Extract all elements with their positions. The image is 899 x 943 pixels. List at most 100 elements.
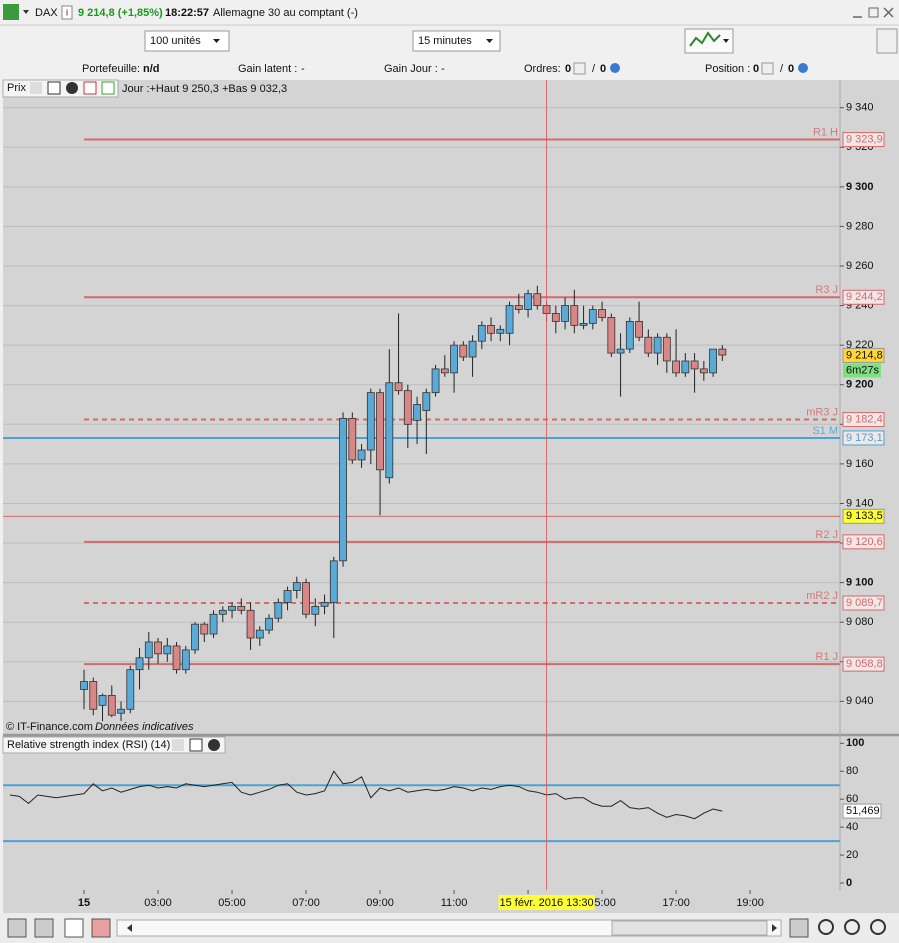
candle-body	[144, 641, 153, 659]
interval-select[interactable]	[412, 30, 501, 52]
x-tick-label: 15	[78, 897, 90, 909]
latent-value: -	[301, 63, 305, 75]
level-value: 9 173,1	[846, 432, 883, 444]
level-name: mR2 J	[806, 590, 838, 602]
zoom-fit[interactable]	[818, 919, 834, 935]
x-tick-label: 19:00	[736, 897, 764, 909]
window-icon[interactable]	[189, 738, 203, 752]
close[interactable]	[883, 7, 894, 18]
level-value: 9 244,2	[846, 291, 883, 303]
scroll-thumb[interactable]	[611, 920, 768, 936]
level-name: R1 J	[815, 651, 838, 663]
orders-sep: /	[592, 63, 596, 75]
candle-body	[561, 305, 569, 322]
position-gear-icon[interactable]	[798, 63, 808, 73]
tool-icon[interactable]	[789, 918, 809, 938]
level-name: mR3 J	[806, 406, 838, 418]
maximize[interactable]	[868, 7, 879, 18]
quantity: 100 unités	[150, 35, 201, 47]
level-box	[842, 534, 885, 550]
zoom-out[interactable]	[844, 919, 860, 935]
candle-body	[154, 641, 162, 655]
dropdown-arrow	[723, 39, 729, 43]
countdown: 6m27s	[846, 364, 880, 376]
up-icon[interactable]	[101, 81, 115, 95]
orders-cancel-icon[interactable]	[573, 62, 586, 75]
candle-body	[625, 321, 634, 350]
level-value: 9 323,9	[846, 133, 883, 145]
close-icon[interactable]	[66, 82, 78, 94]
down-icon[interactable]	[83, 81, 97, 95]
orders-active: 0	[600, 63, 606, 75]
zoom-in[interactable]	[870, 919, 886, 935]
candle-body	[163, 645, 172, 655]
settings-icon[interactable]	[30, 82, 42, 94]
quantity-select[interactable]	[144, 30, 230, 52]
interval: 15 minutes	[418, 35, 472, 47]
cursor-label: 15 févr. 2016 13:30	[499, 897, 593, 909]
candle-body	[505, 305, 514, 334]
candle-body	[80, 681, 88, 690]
panel-label: Prix	[7, 82, 26, 94]
candle-body	[98, 695, 107, 706]
position-short: 0	[788, 63, 794, 75]
y-tick-label: 40	[846, 821, 858, 833]
orders-gear-icon[interactable]	[610, 63, 620, 73]
candle-body	[440, 368, 449, 374]
level-name: R1 H	[813, 126, 838, 138]
level-box	[842, 508, 885, 524]
day-gain-value: -	[441, 63, 445, 75]
y-tick-label: 9 080	[846, 616, 874, 628]
rsi-plot	[3, 737, 840, 890]
scroll-left[interactable]	[127, 924, 132, 932]
candle-body	[89, 681, 98, 710]
window-icon[interactable]	[47, 81, 61, 95]
cursor-box	[498, 895, 595, 910]
candle-body	[357, 449, 366, 461]
candle-body	[265, 617, 273, 631]
orders-label: Ordres:	[524, 63, 561, 75]
candle-body	[524, 293, 532, 310]
close-icon[interactable]	[208, 739, 220, 751]
candle-body	[422, 392, 431, 411]
description: Allemagne 30 au comptant (-)	[213, 7, 358, 19]
candle-body	[607, 317, 616, 354]
tool-icon[interactable]	[7, 918, 27, 938]
candle-body	[302, 582, 310, 615]
candle-body	[635, 321, 643, 338]
dropdown-arrow	[213, 39, 220, 43]
side-button[interactable]	[876, 28, 898, 54]
label-layer: R1 H 9 323,9 R3 J 9 244,2 mR3 J 9 182,4 S1 M 9 …	[498, 126, 885, 910]
disclaimer: Données indicatives	[95, 721, 194, 733]
candle-body	[320, 602, 329, 607]
candle-body	[588, 309, 597, 324]
y-tick-label: 20	[846, 849, 858, 861]
candle-body	[126, 669, 135, 710]
candle-body	[311, 605, 320, 615]
tool-icon[interactable]	[64, 918, 84, 938]
position-cancel-icon[interactable]	[761, 62, 774, 75]
candle-body	[477, 324, 486, 342]
position-label: Position :	[705, 63, 750, 75]
rsi-last-label: 51,469	[846, 805, 880, 817]
tool-icon[interactable]	[91, 918, 111, 938]
candle-body	[172, 645, 181, 671]
settings-icon[interactable]	[172, 739, 184, 751]
level-name: R2 J	[815, 529, 838, 541]
candle-body	[616, 348, 625, 354]
info-button[interactable]	[61, 5, 73, 20]
last-price: 9 214,8	[846, 349, 883, 361]
app-icon[interactable]	[3, 4, 19, 20]
menu-arrow[interactable]	[23, 10, 29, 14]
tool-icon[interactable]	[34, 918, 54, 938]
x-tick-label: 09:00	[366, 897, 394, 909]
level-box	[842, 132, 885, 148]
rsi-last-box	[842, 803, 882, 819]
candle-body	[672, 360, 680, 374]
y-tick-label: 60	[846, 793, 858, 805]
scroll-right[interactable]	[772, 924, 777, 932]
position-sep: /	[780, 63, 784, 75]
candle-body	[117, 708, 125, 714]
y-tick-label: 9 300	[846, 181, 874, 193]
